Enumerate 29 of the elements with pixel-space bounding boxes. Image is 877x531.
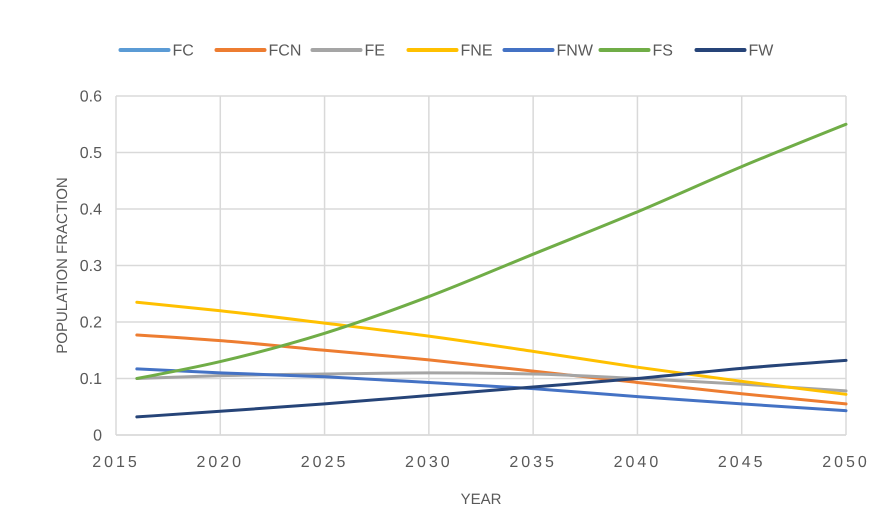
y-tick-label: 0.3 <box>80 258 102 276</box>
x-tick-label: 2040 <box>614 454 662 471</box>
legend-label: FNW <box>556 42 594 60</box>
line-series <box>135 358 848 418</box>
x-tick-label: 2035 <box>509 454 557 471</box>
x-axis-title: YEAR <box>460 491 502 508</box>
legend-label: FC <box>172 42 194 60</box>
x-tick-label: 2015 <box>92 454 140 471</box>
line-series <box>135 333 848 406</box>
line-series <box>135 300 848 396</box>
legend-label: FE <box>364 42 385 60</box>
x-tick-label: 2025 <box>300 454 348 471</box>
line-series <box>135 367 848 412</box>
y-tick-label: 0 <box>93 428 102 445</box>
y-tick-label: 0.5 <box>80 145 102 162</box>
legend-label: FNE <box>460 42 492 60</box>
legend-label: FS <box>652 42 673 60</box>
x-tick-label: 2020 <box>196 454 244 471</box>
legend-label: FCN <box>268 42 302 60</box>
legend-label: FW <box>748 42 774 60</box>
x-tick-label: 2045 <box>718 454 766 471</box>
line-series <box>135 122 848 380</box>
y-tick-label: 0.2 <box>80 314 102 332</box>
y-tick-label: 0.6 <box>80 88 102 106</box>
y-axis-title: POPULATION FRACTION <box>54 177 71 354</box>
y-tick-label: 0.1 <box>80 371 102 388</box>
x-tick-label: 2030 <box>405 454 453 471</box>
x-tick-label: 2050 <box>822 454 870 471</box>
y-tick-label: 0.4 <box>80 202 102 219</box>
